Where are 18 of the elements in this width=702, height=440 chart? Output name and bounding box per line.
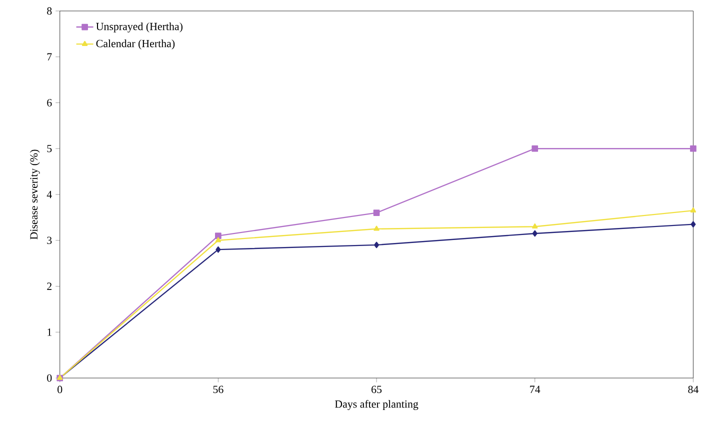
y-tick-label: 8 <box>47 7 52 15</box>
x-tick-label: 74 <box>530 386 540 394</box>
y-axis-title: Disease severity (%) <box>30 150 40 240</box>
y-tick-label: 4 <box>46 190 52 198</box>
x-tick-label: 56 <box>213 386 224 394</box>
y-tick-label: 2 <box>47 282 52 290</box>
legend-label: Unsprayed (Hertha) <box>96 22 182 32</box>
y-tick-label: 6 <box>47 99 52 106</box>
x-tick-label: 65 <box>372 386 382 394</box>
x-axis-title: Days after planting <box>334 400 418 410</box>
x-tick-label: 84 <box>688 386 699 394</box>
y-tick-label: 3 <box>47 236 52 244</box>
y-tick-label: 7 <box>47 53 52 60</box>
y-tick-label: 1 <box>48 328 52 336</box>
legend-label: Calendar (Hertha) <box>96 40 175 50</box>
y-tick-label: 0 <box>47 374 52 382</box>
y-tick-label: 5 <box>47 145 52 152</box>
x-tick-label: 0 <box>58 386 62 394</box>
